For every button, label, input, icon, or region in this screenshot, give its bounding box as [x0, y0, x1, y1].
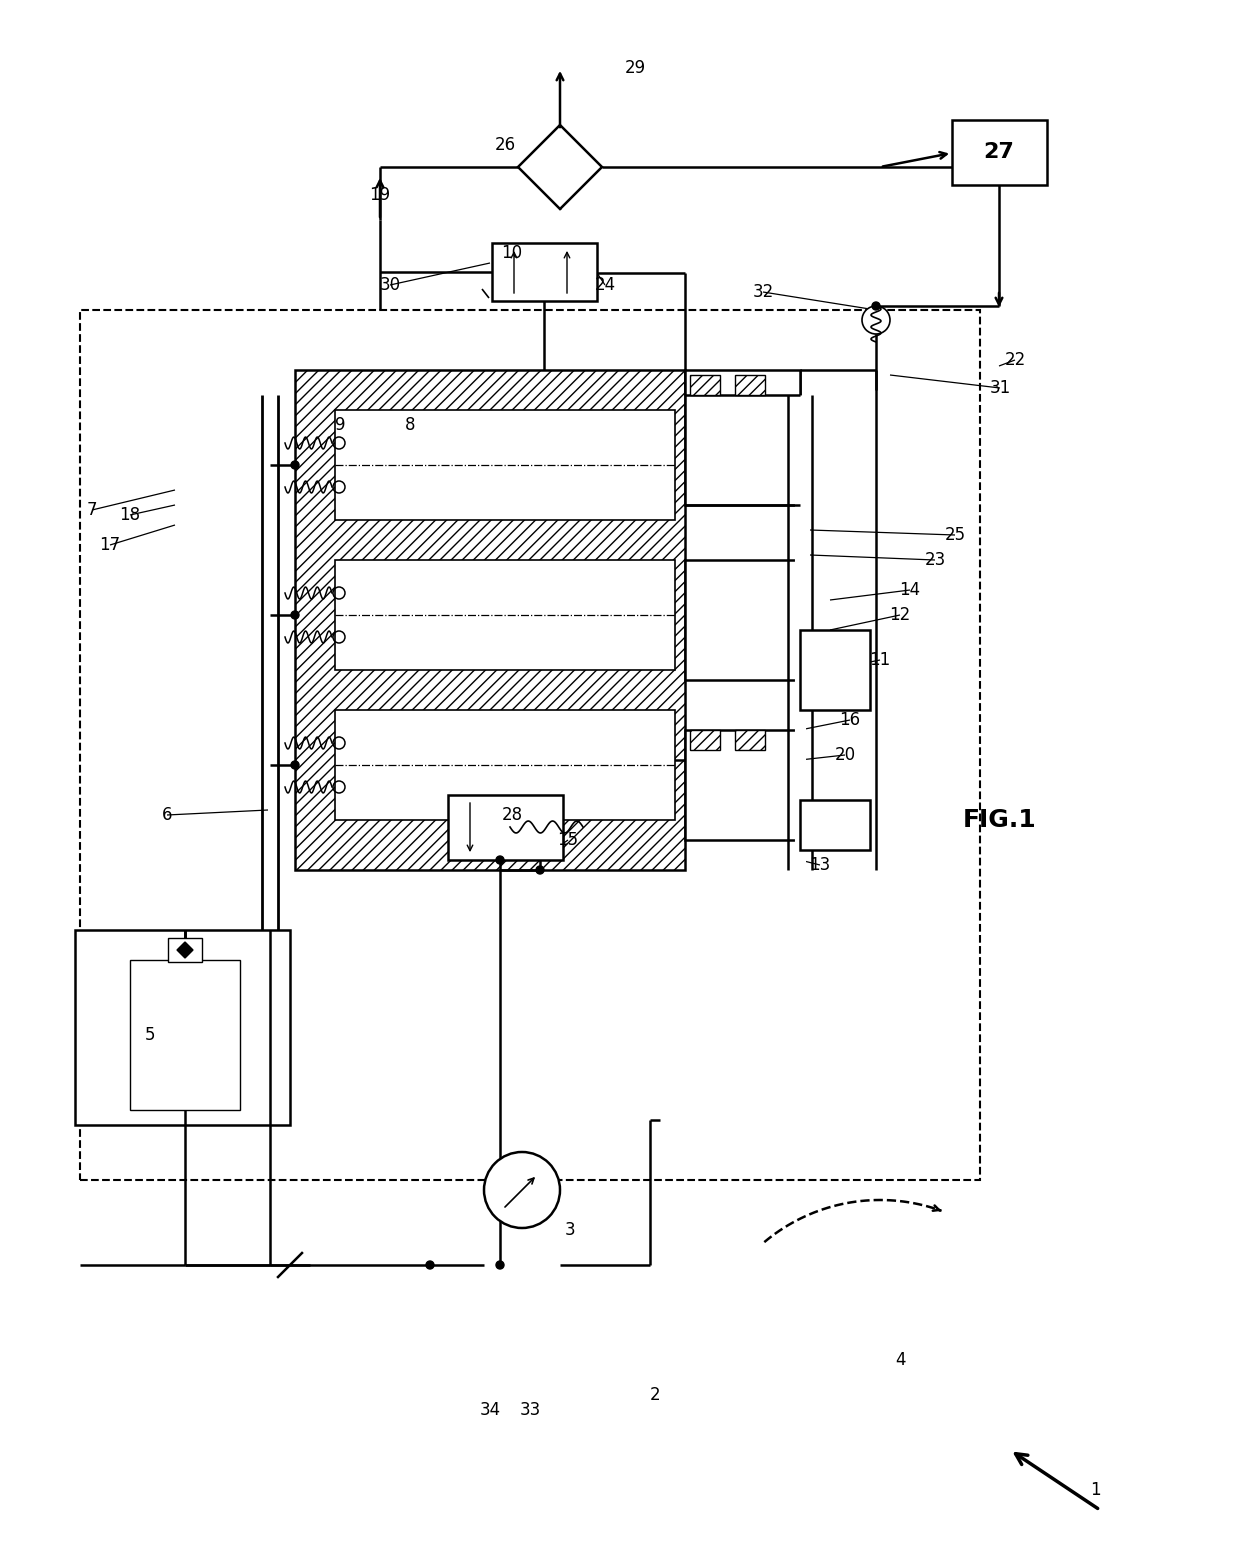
- Bar: [492, 242, 596, 301]
- Text: 12: 12: [889, 605, 910, 624]
- Text: 17: 17: [99, 536, 120, 554]
- Circle shape: [484, 1152, 560, 1227]
- Text: 11: 11: [869, 652, 890, 669]
- Circle shape: [291, 761, 299, 769]
- Circle shape: [291, 611, 299, 619]
- Bar: [684, 560, 800, 679]
- Bar: [684, 371, 800, 505]
- Text: 6: 6: [161, 806, 172, 824]
- Text: 34: 34: [480, 1400, 501, 1419]
- Text: 3: 3: [564, 1221, 575, 1238]
- Text: 24: 24: [594, 276, 615, 293]
- Circle shape: [496, 1261, 503, 1269]
- Text: 1: 1: [1090, 1481, 1100, 1499]
- Text: 27: 27: [983, 142, 1014, 162]
- Circle shape: [291, 462, 299, 469]
- Bar: [800, 800, 870, 851]
- Text: 29: 29: [625, 59, 646, 77]
- Bar: [735, 375, 765, 395]
- Text: 8: 8: [404, 415, 415, 434]
- Text: 7: 7: [87, 500, 97, 519]
- Text: 26: 26: [495, 136, 516, 154]
- Circle shape: [536, 866, 544, 874]
- Circle shape: [862, 306, 890, 334]
- Bar: [735, 730, 765, 750]
- Text: 15: 15: [558, 831, 579, 849]
- Text: 13: 13: [810, 855, 831, 874]
- Circle shape: [427, 1261, 434, 1269]
- Bar: [74, 929, 290, 1126]
- Text: 25: 25: [945, 527, 966, 543]
- Polygon shape: [518, 125, 601, 208]
- Bar: [689, 375, 720, 395]
- Bar: [335, 710, 675, 820]
- Bar: [684, 730, 800, 840]
- Text: 33: 33: [520, 1400, 541, 1419]
- Text: FIG.1: FIG.1: [963, 808, 1037, 832]
- Text: 5: 5: [145, 1027, 155, 1044]
- Text: 31: 31: [990, 378, 1011, 397]
- Text: 18: 18: [119, 506, 140, 523]
- Bar: [295, 371, 684, 869]
- Bar: [448, 795, 563, 860]
- Bar: [335, 411, 675, 520]
- Text: 23: 23: [924, 551, 946, 570]
- Bar: [167, 939, 202, 962]
- Text: 20: 20: [835, 746, 856, 764]
- Text: 9: 9: [335, 415, 345, 434]
- Polygon shape: [177, 942, 193, 957]
- Text: 19: 19: [370, 185, 391, 204]
- Circle shape: [496, 855, 503, 865]
- Circle shape: [872, 303, 880, 310]
- Bar: [130, 960, 241, 1110]
- Text: 30: 30: [379, 276, 401, 293]
- Text: 10: 10: [501, 244, 522, 262]
- Text: 2: 2: [650, 1387, 661, 1403]
- Bar: [952, 120, 1047, 185]
- Text: 28: 28: [501, 806, 522, 824]
- Bar: [689, 730, 720, 750]
- Bar: [800, 630, 870, 710]
- Bar: [81, 310, 980, 1180]
- Text: 4: 4: [895, 1351, 905, 1370]
- Text: 22: 22: [1004, 350, 1025, 369]
- Text: 16: 16: [839, 710, 861, 729]
- Text: 21: 21: [810, 835, 831, 854]
- Text: 32: 32: [753, 283, 774, 301]
- Bar: [335, 560, 675, 670]
- Text: 14: 14: [899, 581, 920, 599]
